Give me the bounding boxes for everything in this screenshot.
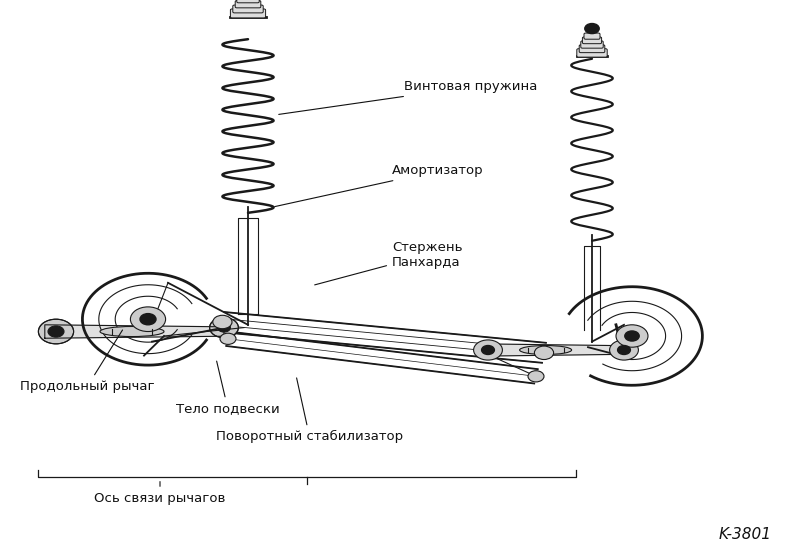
Text: Винтовая пружина: Винтовая пружина bbox=[278, 80, 538, 114]
Ellipse shape bbox=[520, 346, 571, 354]
FancyBboxPatch shape bbox=[235, 1, 261, 8]
FancyBboxPatch shape bbox=[233, 5, 263, 13]
Circle shape bbox=[218, 323, 230, 332]
FancyBboxPatch shape bbox=[237, 0, 259, 3]
Polygon shape bbox=[478, 344, 624, 356]
Circle shape bbox=[213, 315, 232, 329]
Circle shape bbox=[210, 318, 238, 338]
Text: Тело подвески: Тело подвески bbox=[176, 361, 280, 416]
Circle shape bbox=[220, 333, 236, 344]
Circle shape bbox=[618, 346, 630, 354]
Circle shape bbox=[38, 319, 74, 344]
Text: Стержень
Панхарда: Стержень Панхарда bbox=[314, 241, 462, 285]
Circle shape bbox=[474, 340, 502, 360]
Circle shape bbox=[528, 371, 544, 382]
Circle shape bbox=[130, 307, 166, 332]
Circle shape bbox=[140, 314, 156, 325]
FancyBboxPatch shape bbox=[577, 49, 607, 57]
FancyBboxPatch shape bbox=[582, 37, 602, 44]
Text: Продольный рычаг: Продольный рычаг bbox=[20, 330, 154, 393]
Circle shape bbox=[585, 24, 599, 34]
Circle shape bbox=[534, 346, 554, 360]
Circle shape bbox=[482, 346, 494, 354]
Text: Поворотный стабилизатор: Поворотный стабилизатор bbox=[216, 378, 403, 444]
Text: Амортизатор: Амортизатор bbox=[274, 164, 484, 207]
Ellipse shape bbox=[100, 326, 164, 337]
FancyBboxPatch shape bbox=[230, 9, 266, 18]
FancyBboxPatch shape bbox=[579, 45, 605, 53]
FancyBboxPatch shape bbox=[581, 41, 603, 48]
Polygon shape bbox=[45, 325, 224, 338]
Text: K-3801: K-3801 bbox=[719, 527, 772, 542]
Circle shape bbox=[616, 325, 648, 347]
Text: Ось связи рычагов: Ось связи рычагов bbox=[94, 482, 226, 505]
Circle shape bbox=[48, 326, 64, 337]
Circle shape bbox=[625, 331, 639, 341]
Circle shape bbox=[610, 340, 638, 360]
FancyBboxPatch shape bbox=[584, 33, 600, 39]
